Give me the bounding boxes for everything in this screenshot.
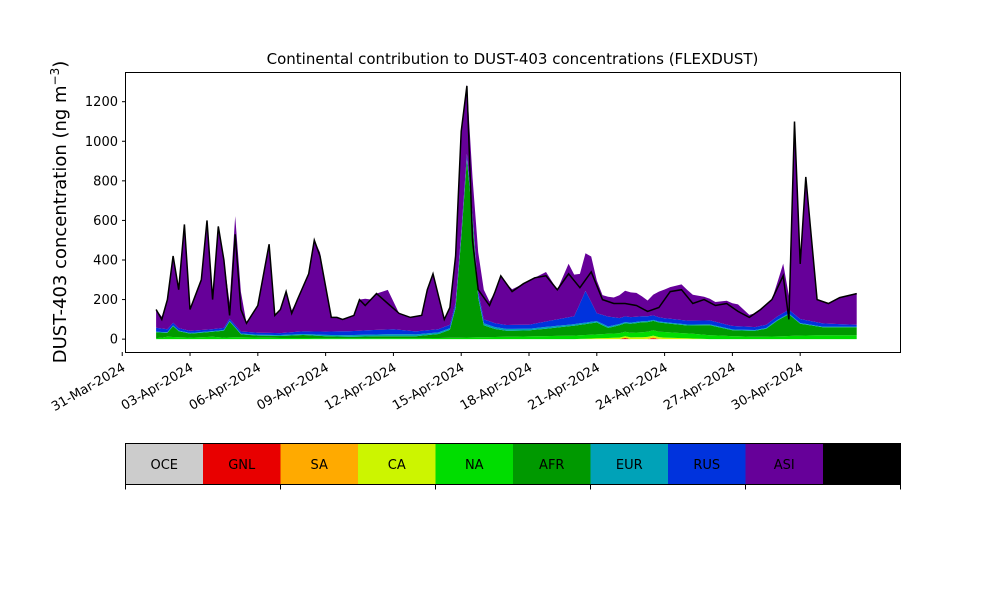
y-axis-label-superscript: −3 xyxy=(48,68,62,86)
legend-label-sa: SA xyxy=(311,458,328,473)
legend-swatch-afr xyxy=(513,443,591,485)
y-tick-label: 200 xyxy=(93,293,118,308)
legend-label-aus: AUS xyxy=(848,458,875,473)
y-axis: 0 200 400 600 800 1000 1200 xyxy=(85,95,126,348)
area-asi xyxy=(156,84,857,334)
y-tick-label: 400 xyxy=(93,253,118,268)
legend-label-eur: EUR xyxy=(616,458,643,473)
legend-frame xyxy=(125,443,901,485)
y-tick-label: 800 xyxy=(93,174,118,189)
x-axis: 31-Mar-202403-Apr-202406-Apr-202409-Apr-… xyxy=(49,352,806,415)
x-tick-label: 12-Apr-2024 xyxy=(322,360,399,413)
y-tick-label: 1200 xyxy=(85,95,118,110)
legend-swatch-ca xyxy=(358,443,436,485)
x-tick-label: 18-Apr-2024 xyxy=(458,360,535,413)
legend-swatch-sa xyxy=(280,443,358,485)
stacked-areas xyxy=(156,84,857,340)
legend-label-asi: ASI xyxy=(774,458,795,473)
x-tick-label: 06-Apr-2024 xyxy=(187,360,264,413)
x-tick-label: 09-Apr-2024 xyxy=(255,360,332,413)
y-tick-label: 600 xyxy=(93,214,118,229)
legend-swatch-eur xyxy=(590,443,668,485)
area-na xyxy=(156,330,857,340)
x-tick-label: 31-Mar-2024 xyxy=(49,360,128,414)
legend-swatch-aus xyxy=(823,443,901,485)
y-tick-label: 1000 xyxy=(85,135,118,150)
x-tick-label: 24-Apr-2024 xyxy=(593,360,670,413)
legend-swatch-rus xyxy=(668,443,746,485)
x-tick-label: 15-Apr-2024 xyxy=(390,360,467,413)
x-tick-label: 21-Apr-2024 xyxy=(526,360,603,413)
x-tick-label: 27-Apr-2024 xyxy=(661,360,738,413)
legend-label-afr: AFR xyxy=(539,458,564,473)
y-axis-label-text: DUST-403 concentration (ng m xyxy=(50,85,71,363)
total-line-group xyxy=(155,85,857,325)
colorbar-legend: OCE GNL SA CA NA AFR EUR RUS ASI AUS xyxy=(125,443,901,490)
y-axis-label-close: ) xyxy=(50,61,71,68)
legend-label-na: NA xyxy=(465,458,484,473)
x-tick-label: 03-Apr-2024 xyxy=(119,360,196,413)
area-ca xyxy=(156,335,857,340)
chart-title: Continental contribution to DUST-403 con… xyxy=(267,50,759,68)
legend-swatch-asi xyxy=(745,443,823,485)
total-concentration-line xyxy=(155,85,857,325)
legend-swatch-oce xyxy=(125,443,203,485)
legend-swatch-na xyxy=(435,443,513,485)
legend-label-rus: RUS xyxy=(693,458,720,473)
area-afr xyxy=(156,159,857,339)
legend-label-oce: OCE xyxy=(150,458,178,473)
plot-frame xyxy=(125,72,901,353)
legend-label-ca: CA xyxy=(388,458,406,473)
x-tick-label: 30-Apr-2024 xyxy=(729,360,806,413)
y-tick-label: 0 xyxy=(110,333,118,348)
y-axis-label: DUST-403 concentration (ng m−3) xyxy=(48,61,71,364)
legend-label-gnl: GNL xyxy=(228,458,256,473)
legend-swatch-gnl xyxy=(203,443,281,485)
